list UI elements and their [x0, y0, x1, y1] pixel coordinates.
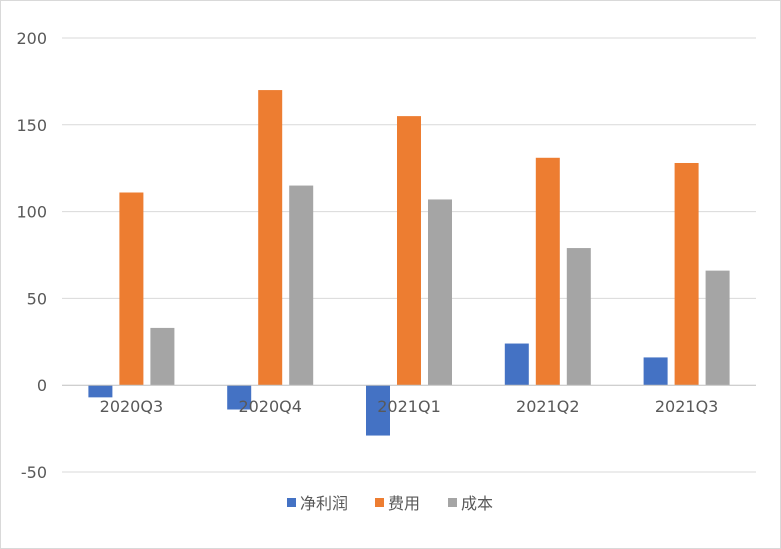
bar-2-2020Q3	[119, 192, 144, 386]
y-axis-tick-labels: -50 0 50 100 150 200	[16, 29, 47, 482]
bar-3-2020Q3	[150, 327, 175, 386]
legend-label: 成本	[461, 494, 493, 513]
bar-2-2021Q2	[535, 157, 560, 386]
bar-3-2021Q2	[566, 248, 591, 386]
legend-swatch	[448, 498, 457, 507]
x-category-label: 2020Q4	[238, 397, 302, 416]
bar-2-2021Q3	[674, 162, 699, 386]
y-tick-label: 200	[16, 29, 47, 48]
legend-item-1: 净利润	[287, 494, 348, 513]
bar-3-2020Q4	[289, 185, 314, 386]
legend: 净利润 费用 成本	[287, 494, 493, 513]
x-category-label: 2021Q3	[655, 397, 719, 416]
bar-2-2021Q1	[397, 116, 421, 386]
legend-swatch	[287, 498, 296, 507]
y-tick-label: 150	[16, 116, 47, 135]
legend-swatch	[375, 498, 384, 507]
x-axis-category-labels: 2020Q3 2020Q4 2021Q1 2021Q2 2021Q3	[100, 397, 719, 416]
legend-item-2: 费用	[375, 494, 420, 513]
y-tick-label: 50	[27, 289, 47, 308]
y-tick-label: 0	[37, 376, 47, 395]
legend-label: 费用	[388, 494, 420, 513]
x-category-label: 2021Q2	[516, 397, 580, 416]
bar-3-2021Q3	[705, 270, 730, 386]
x-category-label: 2021Q1	[377, 397, 441, 416]
bar-1-2020Q4	[227, 385, 252, 410]
y-tick-label: -50	[21, 463, 47, 482]
x-category-label: 2020Q3	[100, 397, 164, 416]
y-tick-label: 100	[16, 203, 47, 222]
bar-1-2020Q3	[88, 385, 113, 398]
bars	[88, 90, 730, 436]
legend-label: 净利润	[300, 494, 348, 513]
bar-1-2021Q1	[366, 385, 390, 436]
legend-item-3: 成本	[448, 494, 493, 513]
bar-3-2021Q1	[428, 199, 452, 386]
bar-1-2021Q3	[643, 357, 668, 386]
bar-2-2020Q4	[258, 90, 283, 386]
bar-1-2021Q2	[504, 343, 529, 386]
